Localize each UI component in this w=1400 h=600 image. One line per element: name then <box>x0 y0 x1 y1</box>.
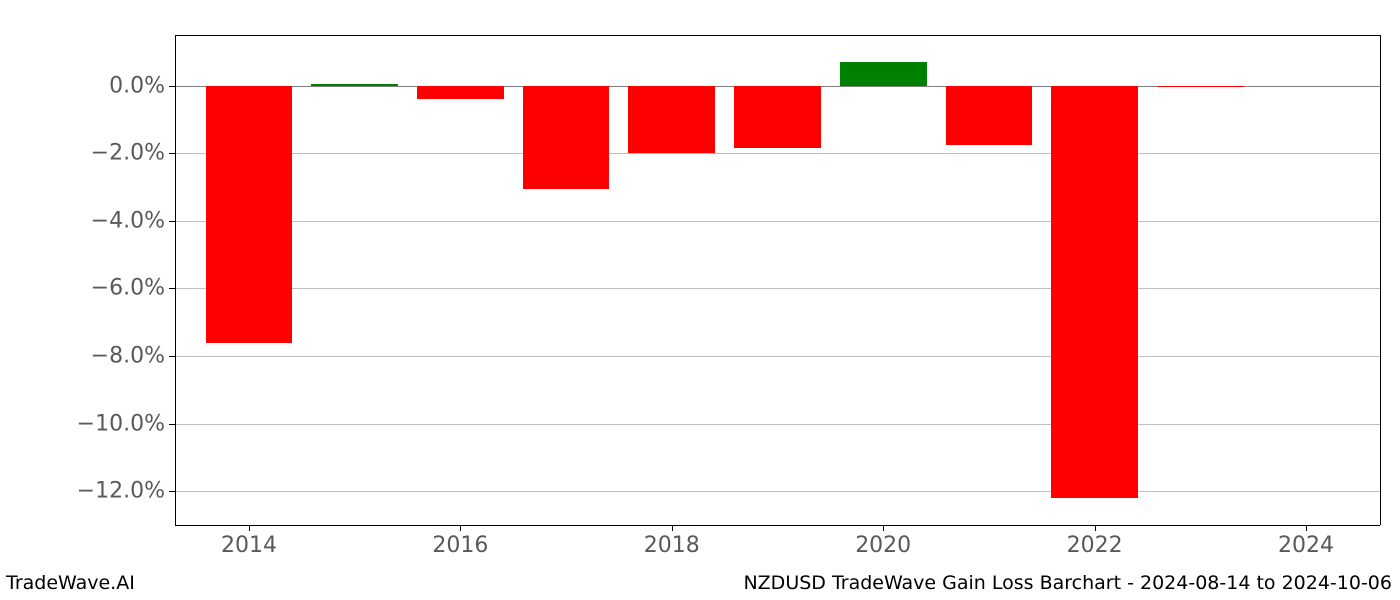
ytick-label: 0.0% <box>109 73 175 98</box>
chart-stage: 0.0% −2.0% −4.0% −6.0% −8.0% −10.0% −12.0% 2014… <box>0 0 1400 600</box>
xtick-label: 2016 <box>432 525 488 558</box>
xtick-label: 2018 <box>644 525 700 558</box>
xtick-label: 2024 <box>1278 525 1334 558</box>
xtick-label: 2014 <box>221 525 277 558</box>
ytick-label: −8.0% <box>91 344 175 369</box>
plot-frame <box>1380 35 1381 525</box>
footer-right-text: NZDUSD TradeWave Gain Loss Barchart - 20… <box>743 572 1392 594</box>
ytick-label: −10.0% <box>77 411 175 436</box>
gridline <box>175 356 1380 357</box>
bar <box>734 86 821 149</box>
xtick-label: 2020 <box>855 525 911 558</box>
plot-frame <box>175 525 1380 526</box>
gridline <box>175 424 1380 425</box>
plot-area: 0.0%−2.0%−4.0%−6.0%−8.0%−10.0%−12.0%2014… <box>175 35 1380 525</box>
bar <box>946 86 1033 145</box>
gridline <box>175 491 1380 492</box>
bar <box>628 86 715 154</box>
ytick-label: −12.0% <box>77 479 175 504</box>
xtick-label: 2022 <box>1067 525 1123 558</box>
bar <box>1051 86 1138 498</box>
bar <box>206 86 293 343</box>
bar <box>523 86 610 189</box>
bar <box>840 62 927 86</box>
plot-frame <box>175 35 1380 36</box>
gridline <box>175 153 1380 154</box>
ytick-label: −2.0% <box>91 141 175 166</box>
footer-left-text: TradeWave.AI <box>6 572 135 594</box>
bar <box>417 86 504 100</box>
ytick-label: −4.0% <box>91 208 175 233</box>
plot-frame <box>175 35 176 525</box>
bar <box>311 84 398 86</box>
gridline <box>175 288 1380 289</box>
gridline <box>175 221 1380 222</box>
ytick-label: −6.0% <box>91 276 175 301</box>
bar <box>1157 86 1244 88</box>
